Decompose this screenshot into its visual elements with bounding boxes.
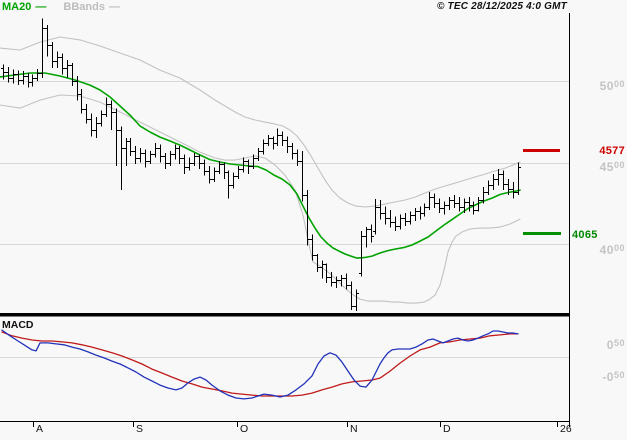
chart-frame — [0, 13, 570, 427]
copyright-timestamp: © TEC 28/12/2025 4:0 GMT — [436, 1, 567, 12]
time-axis-label-A: A — [36, 423, 44, 435]
chart-legend: MA20— BBands — — [2, 1, 120, 13]
axis-label-main: 4577 — [599, 145, 625, 158]
axis-label-main: 4065 — [572, 228, 598, 241]
axis-label-decimals: 50 — [613, 370, 625, 381]
time-axis-label-D: D — [443, 423, 451, 435]
axis-label-main: 50 — [599, 78, 614, 93]
axis-label--050: -050 — [572, 369, 625, 385]
axis-label-4065: 4065 — [572, 227, 625, 241]
legend-bbands: BBands — — [63, 1, 120, 13]
axis-label-decimals: 00 — [613, 160, 625, 171]
axis-label-4000: 4000 — [572, 242, 625, 257]
axis-label-decimals: 00 — [613, 78, 625, 89]
time-axis-label-N: N — [350, 423, 358, 435]
macd-lines — [1, 329, 519, 400]
axis-label-decimals: 50 — [613, 338, 625, 349]
legend-ma20-swatch: — — [35, 1, 47, 13]
time-axis-label-O: O — [240, 423, 249, 435]
legend-bbands-swatch: — — [108, 1, 120, 13]
axis-label-main: 45 — [599, 160, 614, 175]
axis-label-050: 050 — [572, 337, 625, 353]
axis-label-decimals: 00 — [613, 242, 625, 253]
axis-label-main: 40 — [599, 242, 614, 257]
legend-ma20-label: MA20 — [2, 1, 32, 13]
ohlc-bars — [1, 18, 521, 311]
gridlines — [0, 81, 570, 358]
axis-label-4577: 4577 — [572, 143, 625, 158]
axis-label-main: -0 — [602, 370, 614, 385]
axis-label-5000: 5000 — [572, 78, 625, 93]
ma20-line — [0, 72, 521, 259]
legend-ma20: MA20— — [2, 1, 46, 13]
time-axis-label-S: S — [136, 423, 144, 435]
axis-label-main: 0 — [606, 338, 614, 353]
macd-panel-label: MACD — [2, 319, 34, 331]
axis-label-4500: 4500 — [572, 159, 625, 175]
legend-bbands-label: BBands — [63, 1, 105, 13]
level-lines — [523, 149, 561, 235]
time-axis-label-26: 26 — [560, 423, 572, 435]
bollinger-bands — [0, 36, 521, 304]
